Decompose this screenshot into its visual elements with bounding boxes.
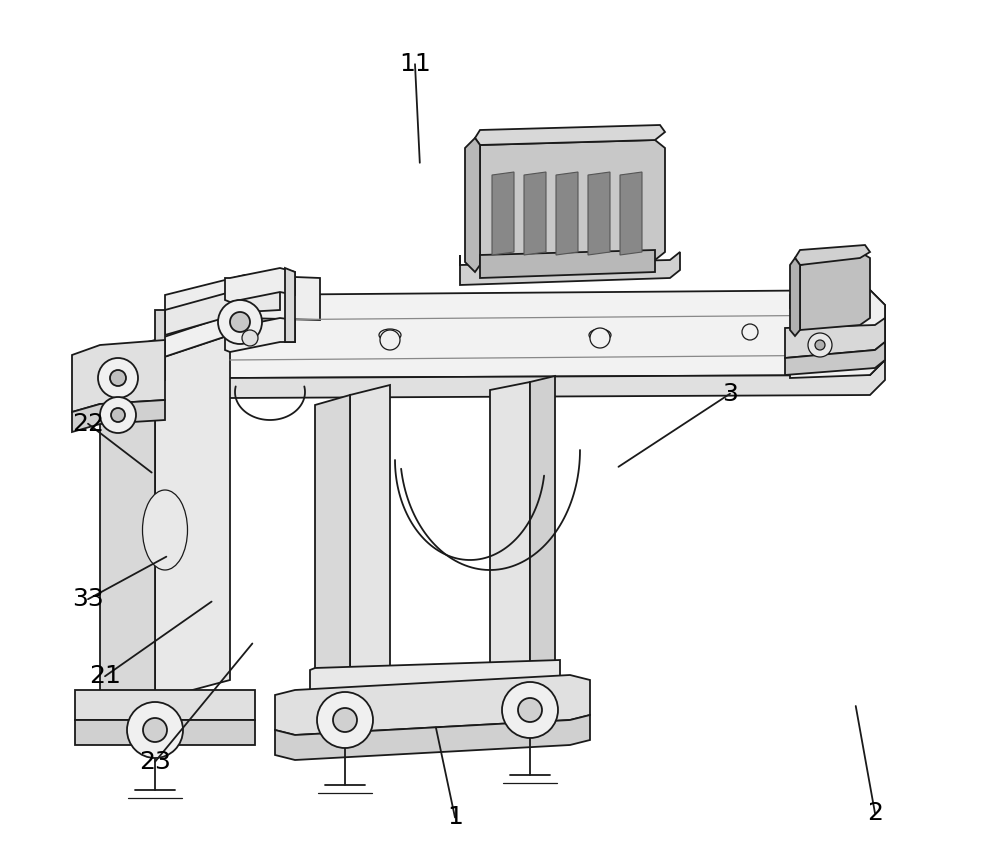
Circle shape [333,708,357,732]
Polygon shape [790,290,885,378]
Polygon shape [165,355,885,398]
Circle shape [242,330,258,346]
Text: 33: 33 [72,587,104,611]
Ellipse shape [143,490,188,570]
Polygon shape [72,400,165,432]
Text: 22: 22 [72,412,104,436]
Circle shape [143,718,167,742]
Circle shape [111,408,125,422]
Text: 2: 2 [867,801,883,825]
Polygon shape [100,315,230,375]
Polygon shape [225,318,295,352]
Text: 3: 3 [722,382,738,406]
Polygon shape [155,310,165,380]
Polygon shape [530,376,555,668]
Ellipse shape [379,329,401,341]
Polygon shape [285,268,295,342]
Polygon shape [275,675,590,735]
Polygon shape [165,288,280,335]
Polygon shape [72,340,165,412]
Polygon shape [556,172,578,255]
Text: 1: 1 [447,805,463,829]
Text: 23: 23 [139,750,171,774]
Polygon shape [155,335,230,700]
Polygon shape [75,720,255,745]
Circle shape [815,340,825,350]
Polygon shape [310,660,560,692]
Polygon shape [492,172,514,255]
Polygon shape [800,252,870,330]
Polygon shape [490,382,530,674]
Circle shape [218,300,262,344]
Polygon shape [475,125,665,145]
Polygon shape [620,172,642,255]
Polygon shape [275,715,590,760]
Polygon shape [100,360,155,715]
Polygon shape [795,245,870,265]
Polygon shape [480,140,665,265]
Polygon shape [460,252,680,285]
Circle shape [127,702,183,758]
Polygon shape [790,258,800,336]
Polygon shape [75,690,255,720]
Circle shape [502,682,558,738]
Circle shape [100,397,136,433]
Polygon shape [588,172,610,255]
Polygon shape [524,172,546,255]
Circle shape [518,698,542,722]
Polygon shape [315,395,350,696]
Polygon shape [310,680,560,712]
Polygon shape [225,268,295,302]
Circle shape [590,328,610,348]
Polygon shape [465,138,480,272]
Circle shape [110,370,126,386]
Polygon shape [350,385,390,688]
Ellipse shape [589,329,611,341]
Polygon shape [785,318,885,358]
Polygon shape [165,275,320,320]
Circle shape [230,312,250,332]
Circle shape [380,330,400,350]
Circle shape [808,333,832,357]
Text: 11: 11 [399,52,431,76]
Polygon shape [480,250,655,278]
Polygon shape [165,290,885,378]
Circle shape [317,692,373,748]
Circle shape [98,358,138,398]
Circle shape [742,324,758,340]
Text: 21: 21 [89,664,121,688]
Polygon shape [785,342,885,375]
